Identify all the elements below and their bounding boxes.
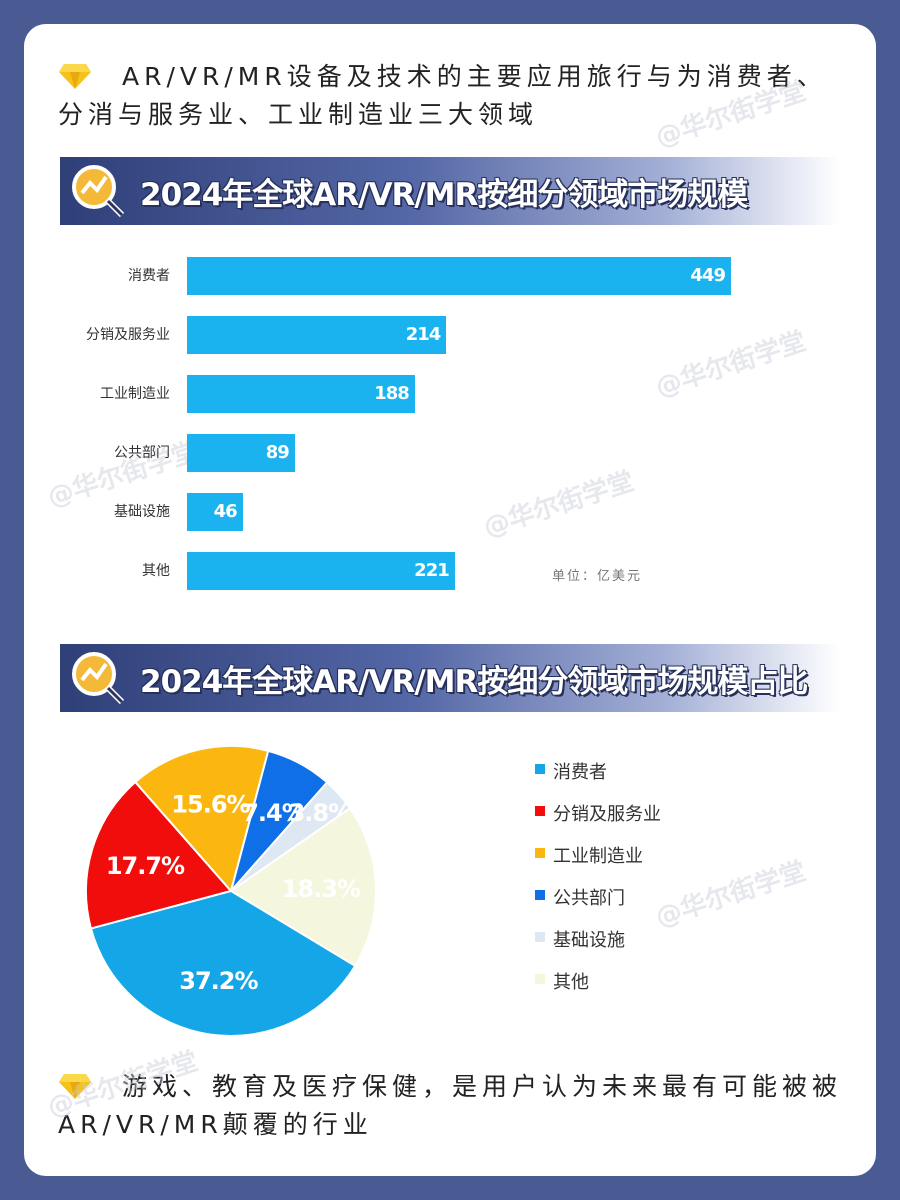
bar: 46	[187, 493, 243, 531]
pie-slice	[85, 780, 233, 930]
unit-label: 单位：亿美元	[552, 569, 643, 584]
pie-value-label: 18.3%	[282, 875, 361, 903]
outro-text: 游戏、教育及医疗保健，是用户认为未来最有可能被被AR/VR/MR颠覆的行业	[58, 1072, 843, 1139]
intro-text: AR/VR/MR设备及技术的主要应用旅行与为消费者、分消与服务业、工业制造业三大…	[58, 62, 827, 129]
bar: 214	[187, 316, 447, 354]
bar-value-label: 214	[405, 324, 442, 345]
intro-paragraph: AR/VR/MR设备及技术的主要应用旅行与为消费者、分消与服务业、工业制造业三大…	[58, 58, 848, 134]
pie-chart-title: 2024年全球AR/VR/MR按细分领域市场规模占比	[140, 664, 808, 700]
legend-label: 其他	[553, 972, 589, 993]
legend-swatch	[535, 974, 545, 984]
bar-value-label: 188	[374, 383, 410, 404]
legend-label: 基础设施	[553, 930, 625, 951]
watermark: @华尔街学堂	[479, 466, 638, 544]
bar-category-label: 公共部门	[114, 445, 170, 461]
pie-slice	[229, 806, 377, 968]
bar: 221	[187, 552, 455, 590]
legend-label: 工业制造业	[553, 846, 643, 867]
bar-category-label: 工业制造业	[100, 386, 170, 402]
pie-slice	[89, 889, 357, 1037]
bar-category-label: 分销及服务业	[86, 327, 170, 343]
legend-swatch	[535, 806, 545, 816]
chart-magnifier-icon	[72, 652, 125, 705]
bar-category-label: 消费者	[128, 268, 170, 284]
legend-swatch	[535, 890, 545, 900]
bar: 188	[187, 375, 415, 413]
pie-value-label: 37.2%	[179, 967, 258, 995]
bar-chart-title: 2024年全球AR/VR/MR按细分领域市场规模	[140, 177, 748, 213]
legend-swatch	[535, 764, 545, 774]
diamond-icon	[58, 1072, 92, 1100]
bar-value-label: 221	[414, 560, 450, 581]
bar-value-label: 449	[690, 265, 726, 286]
pie-chart: 17.7%15.6%7.4%3.8%18.3%37.2%	[85, 745, 377, 1037]
legend-label: 公共部门	[553, 888, 625, 909]
legend-label: 分销及服务业	[553, 804, 661, 825]
chart-magnifier-icon	[72, 165, 125, 218]
bar-value-label: 89	[265, 442, 290, 463]
bar-category-label: 基础设施	[114, 504, 170, 520]
bar-chart-banner: 2024年全球AR/VR/MR按细分领域市场规模	[60, 157, 840, 225]
bar: 89	[187, 434, 295, 472]
legend-label: 消费者	[553, 762, 607, 783]
pie-value-label: 15.6%	[171, 790, 250, 818]
outro-paragraph: 游戏、教育及医疗保健，是用户认为未来最有可能被被AR/VR/MR颠覆的行业	[58, 1068, 848, 1144]
legend-swatch	[535, 848, 545, 858]
pie-chart-banner: 2024年全球AR/VR/MR按细分领域市场规模占比	[60, 644, 840, 712]
legend-swatch	[535, 932, 545, 942]
pie-value-label: 17.7%	[106, 852, 185, 880]
bar-value-label: 46	[213, 501, 238, 522]
bar-category-label: 其他	[142, 563, 170, 579]
bar: 449	[187, 257, 731, 295]
pie-slice	[133, 745, 270, 894]
card: AR/VR/MR设备及技术的主要应用旅行与为消费者、分消与服务业、工业制造业三大…	[24, 24, 876, 1176]
watermark: @华尔街学堂	[651, 326, 810, 404]
diamond-icon	[58, 62, 92, 90]
